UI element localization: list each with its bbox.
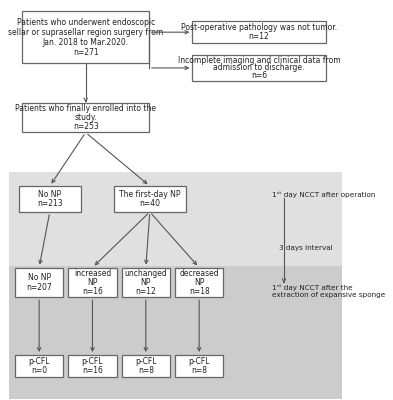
FancyBboxPatch shape — [22, 11, 149, 63]
Text: n=8: n=8 — [138, 366, 154, 375]
Text: Patients who underwent endoscopic: Patients who underwent endoscopic — [17, 18, 155, 27]
Text: Patients who finally enrolled into the: Patients who finally enrolled into the — [15, 104, 156, 113]
Text: Post-operative pathology was not tumor.: Post-operative pathology was not tumor. — [181, 23, 337, 32]
Text: n=8: n=8 — [191, 366, 207, 375]
Text: n=207: n=207 — [26, 283, 52, 292]
FancyBboxPatch shape — [175, 268, 223, 297]
FancyBboxPatch shape — [68, 355, 117, 377]
Text: n=18: n=18 — [189, 287, 209, 296]
Text: NP: NP — [87, 278, 97, 287]
Text: n=16: n=16 — [82, 287, 103, 296]
Bar — [9, 172, 342, 266]
Text: n=213: n=213 — [37, 200, 62, 208]
Text: Jan. 2018 to Mar.2020.: Jan. 2018 to Mar.2020. — [42, 38, 129, 47]
FancyBboxPatch shape — [22, 103, 149, 132]
Text: Incomplete imaging and clinical data from: Incomplete imaging and clinical data fro… — [178, 56, 340, 64]
FancyBboxPatch shape — [192, 21, 326, 43]
Text: admission to discharge.: admission to discharge. — [213, 64, 305, 72]
Text: unchanged: unchanged — [125, 269, 167, 278]
Text: NP: NP — [194, 278, 204, 287]
Text: increased: increased — [74, 269, 111, 278]
Text: n=12: n=12 — [249, 32, 269, 42]
FancyBboxPatch shape — [68, 268, 117, 297]
FancyBboxPatch shape — [15, 268, 63, 297]
Text: No NP: No NP — [28, 273, 51, 282]
Bar — [9, 266, 342, 399]
Text: n=253: n=253 — [73, 122, 99, 131]
FancyBboxPatch shape — [175, 355, 223, 377]
Text: p-CFL: p-CFL — [82, 356, 103, 366]
Text: NP: NP — [141, 278, 151, 287]
Text: The first-day NP: The first-day NP — [119, 190, 180, 198]
Text: p-CFL: p-CFL — [135, 356, 156, 366]
Text: sellar or suprasellar region surgery from: sellar or suprasellar region surgery fro… — [8, 28, 163, 37]
FancyBboxPatch shape — [114, 186, 185, 212]
Text: p-CFL: p-CFL — [188, 356, 210, 366]
Text: 3 days interval: 3 days interval — [279, 245, 332, 251]
Text: study.: study. — [74, 113, 97, 122]
Text: decreased: decreased — [179, 269, 219, 278]
Text: n=16: n=16 — [82, 366, 103, 375]
FancyBboxPatch shape — [122, 268, 170, 297]
FancyBboxPatch shape — [15, 355, 63, 377]
Text: p-CFL: p-CFL — [28, 356, 50, 366]
FancyBboxPatch shape — [122, 355, 170, 377]
FancyBboxPatch shape — [19, 186, 81, 212]
Text: n=40: n=40 — [139, 200, 160, 208]
Text: No NP: No NP — [38, 190, 61, 198]
Text: n=6: n=6 — [251, 71, 267, 80]
FancyBboxPatch shape — [192, 55, 326, 81]
Text: n=271: n=271 — [73, 48, 99, 56]
Text: 1ˢᵗ day NCCT after operation: 1ˢᵗ day NCCT after operation — [272, 190, 376, 198]
Text: 1ˢᵗ day NCCT after the
extraction of expansive sponge: 1ˢᵗ day NCCT after the extraction of exp… — [272, 284, 386, 298]
Text: n=12: n=12 — [136, 287, 156, 296]
Text: n=0: n=0 — [31, 366, 47, 375]
